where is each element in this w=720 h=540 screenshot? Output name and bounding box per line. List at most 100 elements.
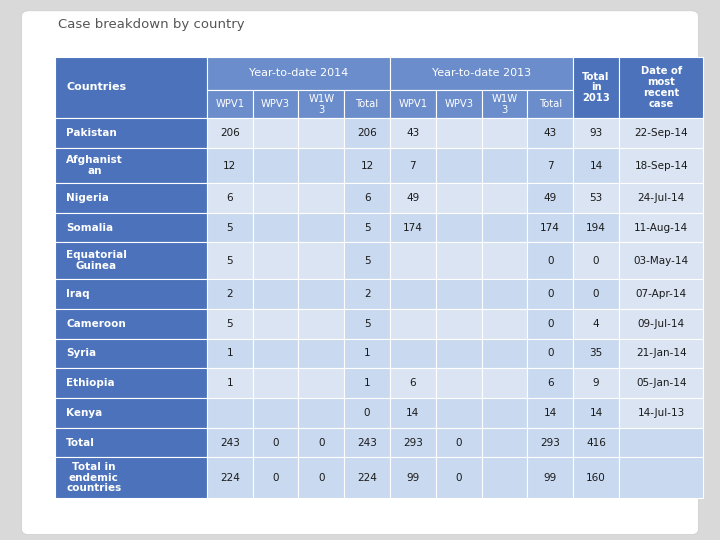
Text: Total: Total — [66, 437, 95, 448]
Bar — [619, 428, 703, 457]
Bar — [619, 57, 703, 118]
Bar — [299, 279, 344, 309]
Bar — [253, 309, 299, 339]
Text: W1W
3: W1W 3 — [491, 94, 518, 114]
Text: 0: 0 — [318, 437, 325, 448]
Bar — [344, 242, 390, 279]
Bar — [344, 368, 390, 398]
Text: WPV1: WPV1 — [398, 99, 428, 109]
Text: 0: 0 — [318, 472, 325, 483]
Bar — [390, 213, 436, 242]
Text: 6: 6 — [547, 378, 554, 388]
Bar — [344, 118, 390, 148]
Bar — [207, 457, 253, 498]
Bar — [299, 457, 344, 498]
Bar — [619, 339, 703, 368]
Bar — [482, 90, 527, 118]
Bar — [344, 398, 390, 428]
Bar — [253, 118, 299, 148]
Text: 12: 12 — [361, 160, 374, 171]
Bar — [527, 213, 573, 242]
Text: Syria: Syria — [66, 348, 96, 359]
Text: Total
in
2013: Total in 2013 — [582, 72, 610, 103]
Text: Afghanist
an: Afghanist an — [66, 155, 123, 176]
Bar — [573, 279, 619, 309]
Bar — [299, 428, 344, 457]
Bar — [436, 457, 482, 498]
Text: Year-to-date 2013: Year-to-date 2013 — [432, 69, 531, 78]
Bar — [436, 213, 482, 242]
Text: Total: Total — [356, 99, 379, 109]
Text: 2: 2 — [227, 289, 233, 299]
Bar — [436, 118, 482, 148]
Bar — [253, 213, 299, 242]
Text: 243: 243 — [220, 437, 240, 448]
Bar — [390, 148, 436, 183]
Bar — [344, 428, 390, 457]
Bar — [207, 428, 253, 457]
Bar — [482, 118, 527, 148]
Bar — [619, 213, 703, 242]
Bar — [390, 183, 436, 213]
Bar — [573, 213, 619, 242]
Bar — [55, 309, 207, 339]
Text: 14-Jul-13: 14-Jul-13 — [637, 408, 685, 418]
Bar — [482, 213, 527, 242]
Bar — [527, 183, 573, 213]
Text: 1: 1 — [364, 348, 370, 359]
Bar — [436, 148, 482, 183]
Bar — [619, 148, 703, 183]
Bar — [55, 398, 207, 428]
Text: 99: 99 — [406, 472, 420, 483]
Bar — [207, 213, 253, 242]
Text: Total: Total — [539, 99, 562, 109]
Text: 35: 35 — [590, 348, 603, 359]
Text: 7: 7 — [410, 160, 416, 171]
Text: 5: 5 — [364, 319, 370, 329]
Bar — [619, 279, 703, 309]
Bar — [253, 398, 299, 428]
Bar — [344, 279, 390, 309]
Bar — [573, 242, 619, 279]
Bar — [482, 398, 527, 428]
Text: 49: 49 — [544, 193, 557, 203]
Bar — [436, 309, 482, 339]
Bar — [253, 279, 299, 309]
Text: Case breakdown by country: Case breakdown by country — [58, 18, 244, 31]
Text: 21-Jan-14: 21-Jan-14 — [636, 348, 686, 359]
Text: 18-Sep-14: 18-Sep-14 — [634, 160, 688, 171]
Bar — [55, 242, 207, 279]
Text: 14: 14 — [590, 408, 603, 418]
Text: 7: 7 — [547, 160, 554, 171]
Bar — [253, 90, 299, 118]
Text: 416: 416 — [586, 437, 606, 448]
Bar — [482, 242, 527, 279]
Bar — [253, 428, 299, 457]
Text: Cameroon: Cameroon — [66, 319, 126, 329]
Bar — [573, 457, 619, 498]
Text: 14: 14 — [590, 160, 603, 171]
Text: Countries: Countries — [66, 83, 126, 92]
Bar — [527, 90, 573, 118]
Bar — [55, 457, 207, 498]
Text: 293: 293 — [540, 437, 560, 448]
Bar — [207, 57, 390, 90]
Bar — [619, 118, 703, 148]
Bar — [55, 213, 207, 242]
Bar — [436, 398, 482, 428]
Bar — [573, 368, 619, 398]
Bar — [207, 90, 253, 118]
Bar — [573, 398, 619, 428]
Text: 2: 2 — [364, 289, 370, 299]
Text: Ethiopia: Ethiopia — [66, 378, 114, 388]
Text: 14: 14 — [406, 408, 420, 418]
Bar — [619, 457, 703, 498]
Bar — [573, 148, 619, 183]
Text: Iraq: Iraq — [66, 289, 90, 299]
Text: 24-Jul-14: 24-Jul-14 — [637, 193, 685, 203]
Text: 6: 6 — [364, 193, 370, 203]
Bar — [482, 457, 527, 498]
Text: 6: 6 — [410, 378, 416, 388]
Text: WPV3: WPV3 — [261, 99, 290, 109]
Bar — [436, 242, 482, 279]
